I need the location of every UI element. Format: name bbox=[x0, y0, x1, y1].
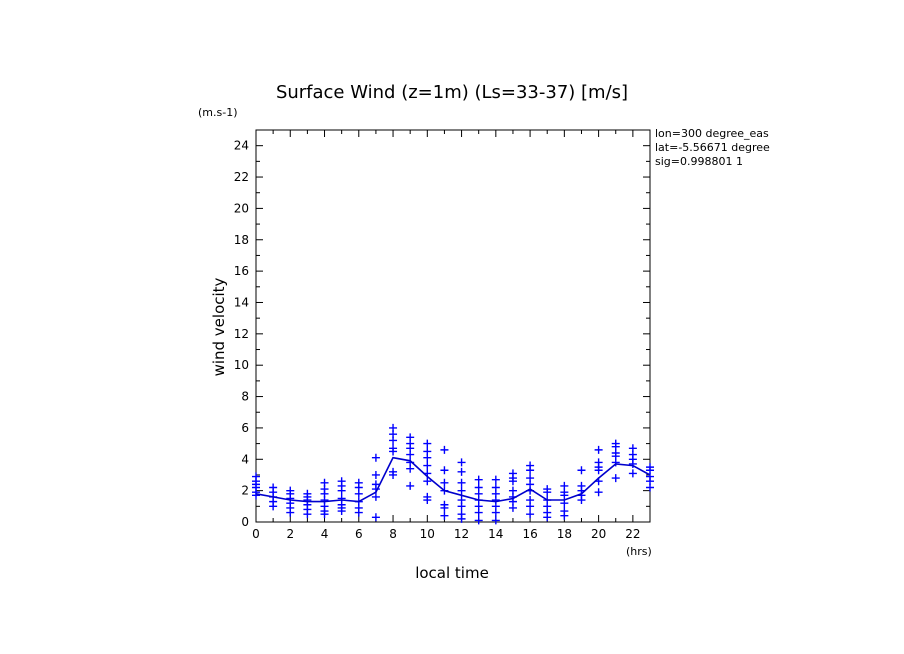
scatter-point bbox=[354, 489, 363, 498]
y-tick-label: 22 bbox=[234, 170, 249, 184]
scatter-point bbox=[526, 510, 535, 519]
scatter-point bbox=[646, 483, 654, 492]
y-tick-label: 6 bbox=[241, 421, 249, 435]
x-tick-label: 14 bbox=[488, 527, 503, 541]
scatter-point bbox=[389, 436, 398, 445]
x-tick-label: 4 bbox=[321, 527, 329, 541]
y-tick-label: 24 bbox=[234, 139, 249, 153]
scatter-point bbox=[560, 511, 569, 520]
scatter-points bbox=[252, 423, 654, 525]
scatter-point bbox=[543, 513, 552, 522]
plot-frame bbox=[255, 129, 651, 523]
scatter-point bbox=[611, 458, 620, 467]
scatter-point bbox=[423, 439, 432, 448]
scatter-point bbox=[577, 496, 586, 505]
scatter-point bbox=[440, 511, 449, 520]
scatter-point bbox=[491, 508, 500, 517]
scatter-point bbox=[457, 478, 466, 487]
scatter-point bbox=[371, 470, 380, 479]
y-tick-label: 18 bbox=[234, 233, 249, 247]
y-tick-label: 20 bbox=[234, 201, 249, 215]
y-tick-label: 14 bbox=[234, 295, 249, 309]
y-tick-label: 16 bbox=[234, 264, 249, 278]
scatter-point bbox=[371, 453, 380, 462]
scatter-point bbox=[423, 453, 432, 462]
info-lat: lat=-5.56671 degree bbox=[655, 141, 770, 154]
scatter-point bbox=[611, 474, 620, 483]
scatter-point bbox=[406, 450, 415, 459]
scatter-point bbox=[440, 466, 449, 475]
scatter-point bbox=[337, 507, 346, 516]
x-axis-units: (hrs) bbox=[626, 545, 652, 558]
scatter-point bbox=[389, 447, 398, 456]
y-axis-label: wind velocity bbox=[210, 277, 228, 376]
scatter-point bbox=[457, 458, 466, 467]
scatter-point bbox=[474, 508, 483, 517]
scatter-point bbox=[269, 502, 278, 511]
scatter-point bbox=[474, 475, 483, 484]
scatter-point bbox=[628, 459, 637, 468]
x-tick-label: 20 bbox=[591, 527, 606, 541]
scatter-point bbox=[491, 516, 500, 525]
scatter-point bbox=[303, 510, 312, 519]
y-tick-label: 2 bbox=[241, 484, 249, 498]
scatter-point bbox=[354, 508, 363, 517]
scatter-point bbox=[440, 503, 449, 512]
x-tick-label: 22 bbox=[625, 527, 640, 541]
scatter-point bbox=[543, 488, 552, 497]
x-tick-label: 16 bbox=[522, 527, 537, 541]
x-tick-label: 18 bbox=[557, 527, 572, 541]
x-axis-label: local time bbox=[415, 564, 489, 582]
scatter-point bbox=[508, 477, 517, 486]
chart-title: Surface Wind (z=1m) (Ls=33-37) [m/s] bbox=[276, 82, 628, 103]
y-tick-label: 4 bbox=[241, 452, 249, 466]
x-tick-label: 12 bbox=[454, 527, 469, 541]
scatter-point bbox=[474, 516, 483, 525]
scatter-point bbox=[457, 486, 466, 495]
scatter-point bbox=[389, 470, 398, 479]
scatter-point bbox=[423, 461, 432, 470]
scatter-point bbox=[371, 513, 380, 522]
scatter-point bbox=[560, 491, 569, 500]
scatter-point bbox=[526, 466, 535, 475]
scatter-point bbox=[286, 508, 295, 517]
scatter-point bbox=[320, 510, 329, 519]
scatter-point bbox=[252, 491, 260, 500]
scatter-point bbox=[457, 467, 466, 476]
scatter-point bbox=[457, 514, 466, 523]
scatter-point bbox=[491, 475, 500, 484]
x-tick-label: 0 bbox=[252, 527, 260, 541]
scatter-point bbox=[423, 477, 432, 486]
scatter-point bbox=[337, 486, 346, 495]
info-sig: sig=0.998801 1 bbox=[655, 155, 743, 168]
scatter-point bbox=[594, 488, 603, 497]
scatter-point bbox=[440, 445, 449, 454]
scatter-point bbox=[628, 469, 637, 478]
scatter-point bbox=[577, 466, 586, 475]
y-axis-units: (m.s-1) bbox=[198, 106, 238, 119]
info-lon: lon=300 degree_eas bbox=[655, 127, 769, 140]
scatter-point bbox=[440, 478, 449, 487]
scatter-point bbox=[371, 492, 380, 501]
scatter-point bbox=[423, 496, 432, 505]
y-tick-label: 10 bbox=[234, 358, 249, 372]
scatter-point bbox=[508, 503, 517, 512]
scatter-point bbox=[406, 464, 415, 473]
x-tick-label: 6 bbox=[355, 527, 363, 541]
x-tick-label: 10 bbox=[420, 527, 435, 541]
scatter-point bbox=[594, 445, 603, 454]
y-tick-label: 8 bbox=[241, 390, 249, 404]
scatter-point bbox=[594, 466, 603, 475]
scatter-point bbox=[526, 502, 535, 511]
x-tick-label: 2 bbox=[286, 527, 294, 541]
y-tick-label: 12 bbox=[234, 327, 249, 341]
x-tick-label: 8 bbox=[389, 527, 397, 541]
y-tick-label: 0 bbox=[241, 515, 249, 529]
scatter-point bbox=[406, 481, 415, 490]
scatter-point bbox=[457, 502, 466, 511]
mean-line bbox=[255, 456, 651, 503]
